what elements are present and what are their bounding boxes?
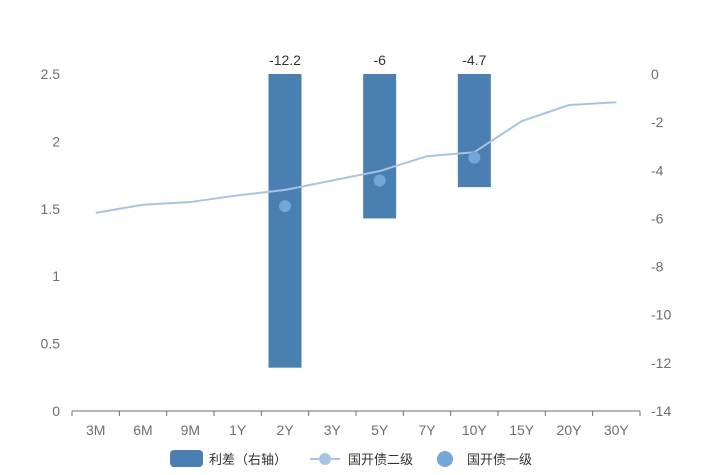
spread-bar-label: -4.7 — [462, 52, 486, 68]
spread-bar — [457, 74, 491, 188]
spread-bar-label: -12.2 — [269, 52, 301, 68]
right-y-tick-label: -4 — [651, 162, 664, 178]
left-y-tick-label: 1 — [52, 268, 60, 284]
x-tick-label: 1Y — [229, 422, 247, 438]
right-y-tick-label: -10 — [651, 307, 671, 323]
left-y-tick-label: 1.5 — [41, 201, 61, 217]
primary-yield-point — [279, 200, 291, 213]
x-tick-label: 10Y — [462, 422, 488, 438]
legend-swatch-bar — [170, 450, 203, 467]
x-tick-label: 2Y — [276, 422, 294, 438]
primary-yield-points — [279, 151, 481, 213]
primary-yield-point — [373, 174, 386, 187]
x-tick-label: 30Y — [604, 422, 630, 438]
right-y-tick-label: -12 — [651, 355, 671, 371]
legend-swatch-line-dot — [319, 453, 331, 465]
legend-label-bar: 利差（右轴） — [209, 452, 287, 467]
right-y-tick-label: -2 — [651, 114, 664, 130]
right-y-tick-label: -8 — [651, 259, 664, 275]
x-tick-label: 7Y — [418, 422, 436, 438]
legend-swatch-point — [437, 451, 453, 467]
x-tick-label: 9M — [181, 422, 200, 438]
x-tick-label: 6M — [133, 422, 152, 438]
left-y-tick-label: 2 — [52, 133, 60, 149]
x-tick-label: 20Y — [557, 422, 583, 438]
left-y-tick-label: 0.5 — [41, 336, 61, 352]
right-y-tick-label: -6 — [651, 210, 664, 226]
x-tick-label: 15Y — [509, 422, 535, 438]
left-y-axis: 0 0.5 1 1.5 2 2.5 — [41, 66, 61, 419]
left-y-tick-label: 0 — [52, 403, 60, 419]
x-axis: 3M 6M 9M 1Y 2Y 3Y 5Y 7Y 10Y 15Y 20Y 30Y — [71, 410, 641, 438]
spread-bars: -12.2 -6 -4.7 — [268, 52, 491, 368]
legend-label-point: 国开债一级 — [467, 452, 532, 467]
right-y-tick-label: -14 — [651, 403, 671, 419]
x-tick-label: 3M — [86, 422, 105, 438]
left-y-tick-label: 2.5 — [41, 66, 61, 82]
secondary-yield-line-path — [95, 101, 617, 214]
right-y-axis: 0 -2 -4 -6 -8 -10 -12 -14 — [651, 66, 671, 419]
spread-bar — [363, 74, 397, 219]
primary-yield-point — [468, 151, 481, 164]
legend-label-line: 国开债二级 — [348, 452, 413, 467]
spread-bar — [268, 74, 302, 368]
x-tick-label: 5Y — [371, 422, 389, 438]
x-tick-label: 3Y — [324, 422, 342, 438]
right-y-tick-label: 0 — [651, 66, 659, 82]
legend: 利差（右轴） 国开债二级 国开债一级 — [170, 450, 532, 467]
spread-bar-label: -6 — [373, 52, 386, 68]
secondary-yield-line — [95, 101, 617, 214]
